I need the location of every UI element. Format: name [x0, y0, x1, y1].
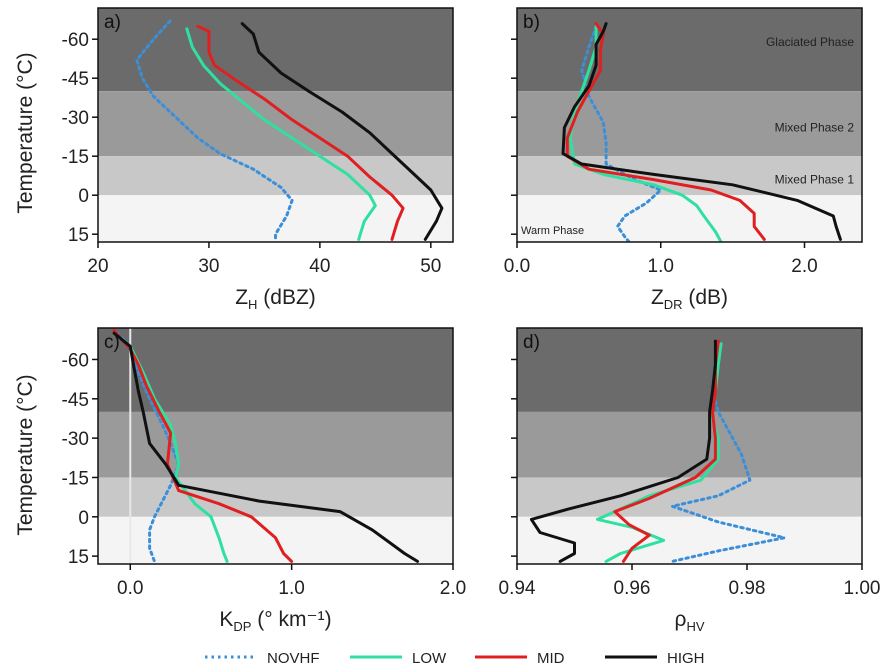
phase-band-glaciated — [98, 328, 453, 412]
x-tick-label: 40 — [309, 256, 330, 277]
x-tick-label: 1.0 — [278, 578, 304, 599]
plot-frame — [97, 327, 454, 565]
panel-b: Glaciated Phase Mixed Phase 2 Mixed Phase … — [504, 7, 863, 312]
phase-band-mixed2 — [98, 91, 453, 157]
phase-band-glaciated — [517, 8, 862, 92]
phase-band-mixed2 — [98, 411, 453, 478]
phase-label-glaciated: Glaciated Phase — [766, 35, 854, 49]
series-novhf — [135, 19, 294, 241]
phase-band-mixed1 — [98, 156, 453, 196]
series-high — [112, 331, 419, 563]
y-tick-label: 0 — [78, 508, 89, 529]
x-axis-label: KDP (° km⁻¹) — [219, 608, 331, 634]
y-tick-label: -15 — [62, 468, 89, 489]
legend-label-mid: MID — [537, 650, 565, 667]
panel-label: c) — [104, 332, 120, 353]
panel-d: d) 0.94 0.96 0.98 1.00 ρHV — [499, 327, 881, 634]
plot-frame — [97, 7, 454, 243]
x-tick-label: 30 — [198, 256, 219, 277]
x-tick-label: 1.0 — [648, 256, 674, 277]
plot-frame — [516, 7, 863, 243]
y-axis-label-top: Temperature (°C) — [14, 52, 37, 213]
series-high — [240, 22, 444, 241]
y-tick-label: -30 — [62, 108, 89, 129]
legend-label-low: LOW — [412, 650, 447, 667]
legend: NOVHF LOW MID HIGH — [205, 650, 705, 667]
y-tick-label: -60 — [62, 30, 89, 51]
x-tick-label: 0.96 — [614, 578, 651, 599]
series-low — [112, 331, 229, 563]
x-tick-label: 0.94 — [499, 578, 536, 599]
panel-label: b) — [523, 12, 540, 33]
series-high — [529, 339, 717, 563]
legend-label-high: HIGH — [667, 650, 705, 667]
y-tick-label: -15 — [62, 147, 89, 168]
y-tick-label: 15 — [68, 225, 89, 246]
plot-frame — [516, 327, 863, 565]
phase-band-mixed2 — [517, 411, 862, 478]
phase-band-mixed1 — [98, 477, 453, 517]
phase-label-warm: Warm Phase — [521, 225, 584, 237]
x-tick-label: 0.98 — [729, 578, 766, 599]
x-tick-label: 2.0 — [791, 256, 817, 277]
x-tick-label: 2.0 — [440, 578, 466, 599]
series-low — [185, 27, 377, 241]
y-tick-label: -60 — [62, 350, 89, 371]
phase-band-mixed2 — [517, 91, 862, 157]
phase-label-mixed1: Mixed Phase 1 — [775, 173, 855, 187]
x-axis-label: ZDR (dB) — [651, 286, 728, 312]
x-tick-label: 50 — [420, 256, 441, 277]
y-axis-label-bottom: Temperature (°C) — [14, 374, 37, 535]
x-tick-label: 0.0 — [504, 256, 530, 277]
panel-label: a) — [104, 12, 121, 33]
x-axis-label: ZH (dBZ) — [235, 286, 316, 312]
series-mid — [613, 339, 720, 563]
x-tick-label: 20 — [87, 256, 108, 277]
x-axis-label: ρHV — [674, 608, 704, 634]
legend-label-novhf: NOVHF — [267, 650, 320, 667]
series-mid — [196, 24, 405, 241]
phase-label-mixed2: Mixed Phase 2 — [775, 121, 855, 135]
series-novhf — [580, 24, 663, 242]
phase-band-warm — [517, 516, 862, 564]
panel-c: c) 15 0 -15 -30 -45 -60 0.0 1.0 2.0 KDP (° km⁻¹) — [62, 327, 466, 634]
panel-label: d) — [523, 332, 540, 353]
phase-band-glaciated — [517, 328, 862, 412]
y-tick-label: 15 — [68, 547, 89, 568]
x-tick-label: 0.0 — [117, 578, 143, 599]
panel-a: a) 15 0 -15 -30 -45 -60 20 30 40 50 ZH (dBZ) — [62, 7, 454, 312]
phase-band-glaciated — [98, 8, 453, 92]
y-tick-label: -45 — [62, 390, 89, 411]
y-tick-label: -30 — [62, 429, 89, 450]
series-high — [561, 22, 842, 241]
y-tick-label: 0 — [78, 186, 89, 207]
y-tick-label: -45 — [62, 69, 89, 90]
x-tick-label: 1.00 — [844, 578, 881, 599]
